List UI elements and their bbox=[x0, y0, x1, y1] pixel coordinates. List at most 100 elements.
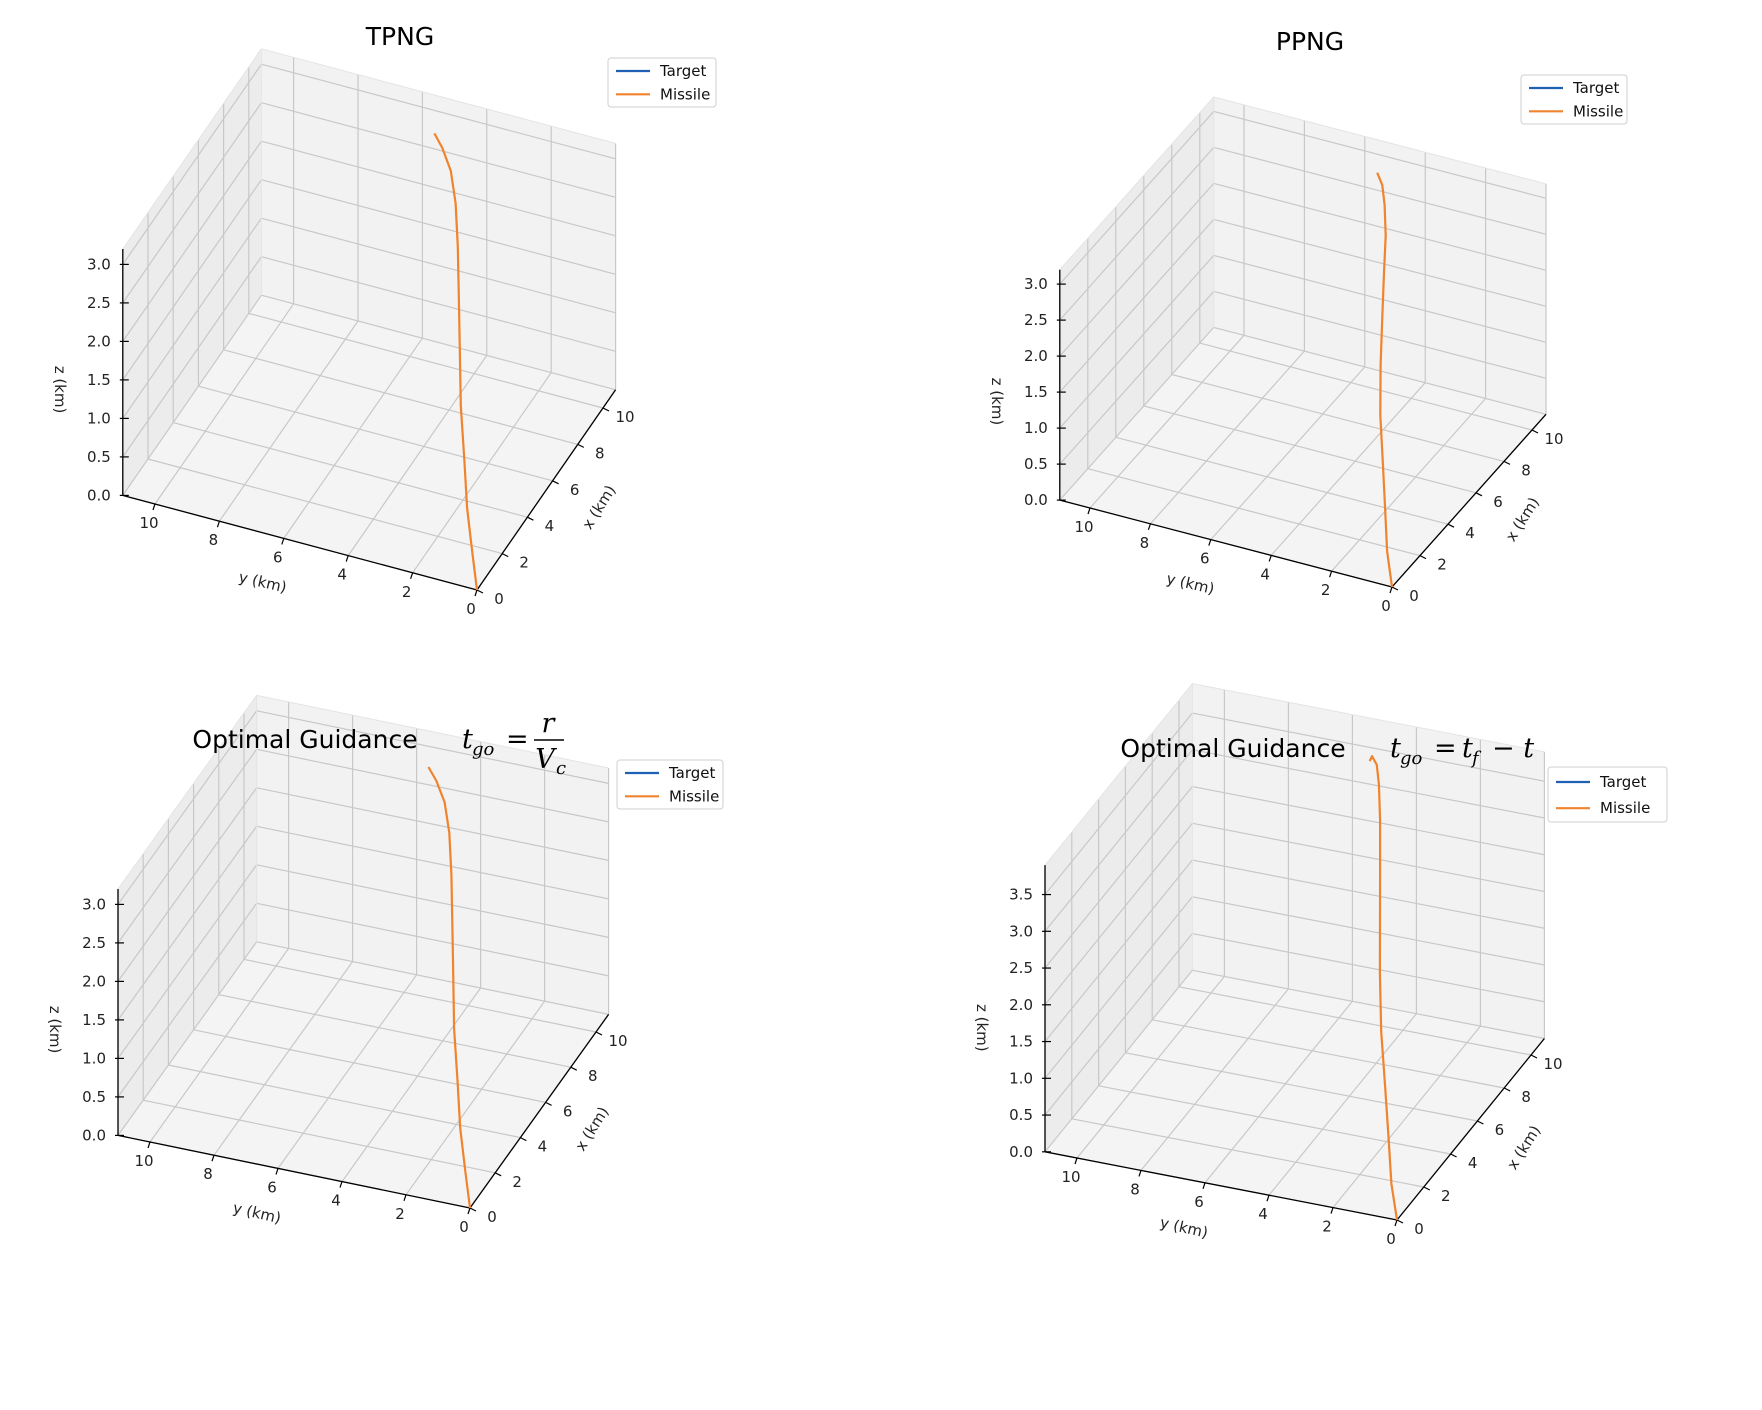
z-tick-label: 2.5 bbox=[82, 934, 106, 952]
x-tick-mark bbox=[545, 1101, 552, 1106]
z-tick-label: 1.0 bbox=[1009, 1069, 1033, 1087]
x-tick-mark bbox=[494, 1172, 502, 1177]
z-axis-label: z (km) bbox=[51, 366, 69, 414]
grid-line-z bbox=[122, 140, 262, 342]
x-tick-label: 8 bbox=[1521, 1088, 1531, 1106]
x-tick-mark bbox=[1503, 1087, 1511, 1092]
grid-line-y bbox=[1332, 1025, 1481, 1208]
grid-line-z bbox=[1213, 254, 1547, 343]
grid-line-x bbox=[1115, 436, 1449, 525]
x-tick-mark bbox=[527, 516, 534, 521]
y-tick-label: 2 bbox=[395, 1205, 405, 1223]
y-tick-mark bbox=[1087, 507, 1091, 515]
series-missile-line bbox=[1376, 172, 1394, 588]
grid-line-x bbox=[1071, 1118, 1424, 1188]
y-axis-label: y (km) bbox=[231, 1199, 282, 1227]
title-math-lhs: t bbox=[1390, 733, 1401, 764]
grid-line-y bbox=[213, 961, 354, 1156]
y-tick-label: 4 bbox=[331, 1192, 341, 1210]
grid-line-y bbox=[341, 987, 482, 1182]
pane-floor bbox=[1059, 327, 1546, 587]
y-tick-label: 0 bbox=[1386, 1230, 1396, 1248]
z-tick-label: 0.5 bbox=[1024, 455, 1048, 473]
y-tick-mark bbox=[1268, 555, 1272, 562]
y-tick-label: 8 bbox=[1140, 534, 1150, 552]
grid-line-z bbox=[1044, 712, 1193, 895]
y-tick-label: 6 bbox=[267, 1178, 277, 1196]
legend-label-missile: Missile bbox=[1600, 799, 1650, 817]
pane-edge bbox=[122, 48, 262, 250]
grid-line-z bbox=[1192, 932, 1545, 1003]
grid-line-x bbox=[1143, 405, 1477, 494]
y-tick-label: 4 bbox=[1260, 565, 1270, 583]
chart-title: Optimal Guidance bbox=[192, 725, 417, 754]
grid-line-z bbox=[1192, 749, 1545, 819]
grid-line-y bbox=[347, 355, 488, 556]
grid-line-x bbox=[248, 312, 604, 409]
z-tick-label: 2.5 bbox=[1024, 311, 1048, 329]
x-axis-label: x (km) bbox=[1502, 494, 1543, 545]
series-missile-line bbox=[1368, 755, 1399, 1221]
grid-line-z bbox=[261, 140, 616, 237]
grid-line-z bbox=[256, 710, 609, 784]
grid-line-y bbox=[283, 337, 423, 539]
pane-edge bbox=[261, 48, 616, 144]
grid-line-z bbox=[261, 102, 616, 198]
grid-line-z bbox=[122, 102, 262, 304]
x-tick-label: 8 bbox=[595, 444, 605, 462]
grid-line-z bbox=[117, 941, 258, 1136]
x-tick-label: 0 bbox=[1414, 1220, 1424, 1238]
grid-line-z bbox=[1192, 896, 1545, 966]
y-tick-label: 8 bbox=[1130, 1180, 1140, 1198]
x-tick-mark bbox=[520, 1137, 527, 1142]
pane-back bbox=[1192, 683, 1545, 1039]
legend-label-target: Target bbox=[668, 764, 716, 782]
z-tick-label: 1.0 bbox=[1024, 419, 1048, 437]
z-tick-label: 0.5 bbox=[87, 448, 111, 466]
y-tick-label: 10 bbox=[1074, 518, 1093, 536]
z-tick-label: 1.5 bbox=[1009, 1033, 1033, 1051]
grid-line-z bbox=[1044, 749, 1193, 932]
grid-line-z bbox=[1192, 969, 1545, 1040]
legend-label-missile: Missile bbox=[660, 85, 710, 103]
y-axis-line bbox=[117, 1134, 471, 1209]
title-math-rhs: t bbox=[1462, 733, 1473, 764]
grid-line-y bbox=[1204, 1000, 1353, 1184]
y-tick-mark bbox=[1138, 1170, 1142, 1177]
x-tick-mark bbox=[602, 407, 610, 412]
z-tick-label: 2.0 bbox=[1024, 347, 1048, 365]
y-tick-mark bbox=[1330, 1207, 1334, 1214]
y-tick-label: 0 bbox=[459, 1218, 469, 1236]
series-missile-line bbox=[433, 132, 479, 591]
z-tick-label: 2.0 bbox=[1009, 996, 1033, 1014]
y-tick-label: 6 bbox=[1194, 1193, 1204, 1211]
y-tick-mark bbox=[339, 1181, 343, 1188]
z-tick-label: 3.0 bbox=[82, 895, 106, 913]
y-tick-label: 6 bbox=[1200, 550, 1210, 568]
x-axis-line bbox=[1396, 1038, 1545, 1221]
x-tick-mark bbox=[1450, 1153, 1457, 1158]
grid-line-z bbox=[261, 294, 616, 391]
pane-floor bbox=[122, 295, 616, 590]
grid-line-z bbox=[1059, 291, 1215, 465]
x-tick-label: 4 bbox=[1465, 524, 1475, 542]
grid-line-y bbox=[1331, 398, 1487, 572]
grid-line-z bbox=[117, 710, 258, 905]
z-tick-label: 2.5 bbox=[87, 294, 111, 312]
grid-line-z bbox=[122, 256, 262, 458]
grid-line-y bbox=[1270, 382, 1426, 556]
grid-line-z bbox=[1059, 255, 1215, 429]
x-tick-mark bbox=[1391, 586, 1399, 591]
grid-line-z bbox=[261, 256, 616, 352]
pane-edge bbox=[1044, 683, 1193, 866]
legend: Target Missile bbox=[1547, 766, 1668, 823]
x-tick-mark bbox=[469, 1207, 477, 1212]
z-axis-label: z (km) bbox=[973, 1004, 991, 1052]
pane-back bbox=[256, 695, 609, 1015]
x-tick-mark bbox=[577, 443, 585, 448]
z-tick-label: 0.5 bbox=[82, 1088, 106, 1106]
grid-line-x bbox=[243, 958, 597, 1033]
grid-line-z bbox=[1213, 290, 1547, 379]
